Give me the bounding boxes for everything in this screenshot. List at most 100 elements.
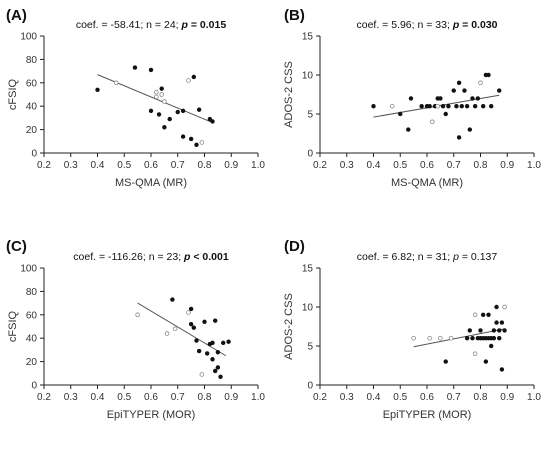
y-tick-label: 15 [302,32,314,43]
data-point-filled [464,103,470,109]
stat-n: n = 31; [418,251,453,263]
stat-p-value: = 0.137 [459,251,497,263]
data-point-open [438,335,443,341]
data-point-filled [218,374,223,380]
x-tick-label: 0.3 [64,392,78,403]
data-point-filled [462,88,467,93]
data-point-open [435,103,440,109]
data-point-filled [210,357,215,362]
data-point-open [427,335,432,341]
data-point-filled [467,127,472,132]
stat-coef: coef. = -58.41; [76,19,146,31]
x-tick-label: 0.3 [340,160,354,171]
data-point-open [162,99,167,104]
stats-text: coef. = 5.96; n = 33; p = 0.030 [356,19,497,31]
x-tick-label: 0.8 [198,160,212,171]
x-tick-label: 0.6 [420,392,434,403]
data-point-open [172,326,178,332]
data-point-filled [210,119,215,124]
data-point-filled [406,127,411,132]
data-point-filled [408,96,414,101]
data-point-open [164,331,170,336]
panel-label: (B) [284,7,305,24]
data-point-filled [489,343,494,349]
stat-n: n = 24; [146,19,181,31]
data-point-filled [132,65,138,70]
data-point-filled [398,111,403,117]
x-tick-label: 0.2 [37,160,51,171]
y-tick-label: 5 [307,110,313,121]
data-point-filled [483,359,489,364]
panel-label: (C) [6,238,27,255]
x-tick-label: 0.4 [367,160,381,171]
stat-p: p = 0.030 [452,19,498,31]
y-tick-label: 10 [302,71,314,82]
x-tick-label: 0.5 [117,392,131,403]
y-axis-label: cFSIQ [7,310,19,342]
y-tick-label: 100 [20,32,37,43]
stats-text: coef. = -58.41; n = 24; p = 0.015 [76,19,226,31]
data-point-filled [159,86,164,91]
stats-text: coef. = -116.26; n = 23; p < 0.001 [73,251,229,263]
regression-line [413,328,505,348]
data-point-filled [194,338,199,343]
y-tick-label: 80 [26,55,38,66]
data-point-filled [443,359,448,364]
data-point-filled [188,306,194,312]
x-tick-label: 0.9 [500,160,514,171]
data-point-filled [478,336,483,341]
panel-label: (A) [6,7,27,24]
data-point-open [199,140,205,145]
y-axis-label: ADOS-2 CSS [283,61,295,128]
data-point-filled [156,112,162,117]
data-point-filled [472,103,478,109]
x-tick-label: 0.4 [367,392,381,403]
data-point-filled [491,336,497,341]
stat-coef: coef. = 5.96; [356,19,417,31]
x-tick-label: 1.0 [527,392,541,403]
stat-n: n = 23; [149,251,184,263]
y-tick-label: 60 [26,78,38,89]
y-tick-label: 10 [302,303,314,314]
x-tick-label: 0.8 [474,160,488,171]
panel-d: (D) coef. = 6.82; n = 31; p = 0.137 0.2 0.3… [283,238,541,421]
x-tick-label: 0.9 [224,392,238,403]
x-tick-label: 0.3 [64,160,78,171]
data-point-filled [371,103,376,109]
data-point-filled [456,80,462,86]
data-point-filled [497,336,502,341]
y-tick-label: 0 [31,149,37,160]
data-point-filled [427,103,432,109]
data-point-filled [191,325,197,330]
x-tick-label: 0.2 [313,160,327,171]
x-tick-label: 0.6 [420,160,434,171]
x-tick-label: 0.6 [144,392,158,403]
data-point-filled [486,72,491,78]
x-tick-label: 0.9 [500,392,514,403]
data-point-filled [95,87,100,93]
data-point-filled [486,312,491,317]
data-point-filled [494,320,499,325]
x-axis-label: MS-QMA (MR) [115,177,187,189]
data-point-filled [191,74,197,80]
y-tick-label: 0 [307,149,313,160]
stat-coef: coef. = 6.82; [357,251,418,263]
stat-p: p < 0.001 [183,251,229,263]
stat-p-value: < 0.001 [190,251,228,263]
x-tick-label: 0.8 [198,392,212,403]
x-tick-label: 0.3 [340,392,354,403]
data-point-filled [148,108,154,114]
data-point-open [186,78,191,83]
data-point-filled [454,103,459,109]
data-point-open [478,80,483,86]
data-point-filled [456,135,462,140]
y-tick-label: 40 [26,102,38,113]
y-tick-label: 40 [26,334,38,345]
x-tick-label: 0.2 [37,392,51,403]
data-point-open [502,304,507,310]
data-point-filled [204,351,210,356]
data-point-filled [443,111,448,117]
data-point-filled [497,88,502,93]
data-point-filled [194,142,199,148]
